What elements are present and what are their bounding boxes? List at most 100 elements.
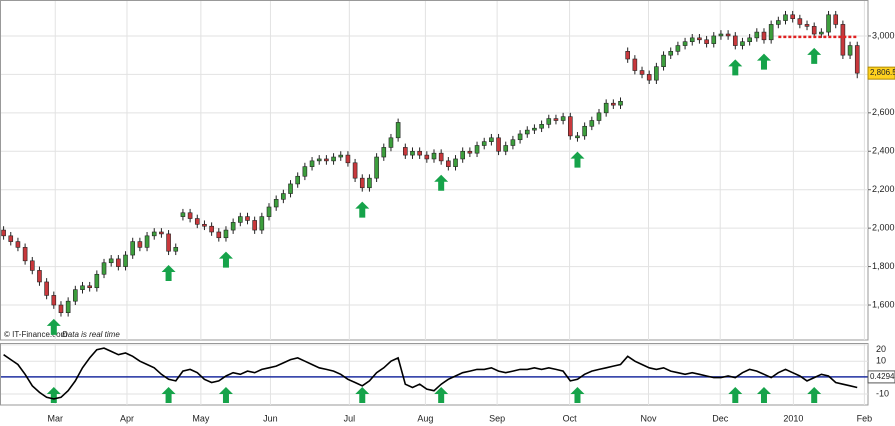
candle-body xyxy=(252,220,257,231)
x-tick-label: 2010 xyxy=(783,413,803,423)
candle-body xyxy=(532,127,537,131)
candle-body xyxy=(553,118,559,121)
candle-body xyxy=(546,118,552,125)
candle-body xyxy=(1,229,6,237)
watermark: © IT-Finance.com xyxy=(4,330,68,339)
y-tick-label: 20 xyxy=(876,344,886,354)
candle-body xyxy=(352,162,358,179)
candle-body xyxy=(180,212,186,217)
candle-body xyxy=(37,270,42,283)
candle-body xyxy=(661,54,666,67)
candle-body xyxy=(510,139,516,146)
candle-body xyxy=(281,193,286,200)
candle-body xyxy=(596,112,602,121)
candle-body xyxy=(65,300,71,314)
x-tick-label: Mar xyxy=(47,413,63,423)
candle-body xyxy=(438,152,444,162)
x-tick-label: Aug xyxy=(417,413,433,423)
candle-body xyxy=(618,100,623,106)
signal-arrow xyxy=(756,387,771,403)
signal-arrow xyxy=(807,47,822,64)
candle-body xyxy=(22,247,28,262)
candle-body xyxy=(223,229,229,239)
candle-body xyxy=(194,218,200,225)
signal-arrow xyxy=(46,318,61,335)
candle-body xyxy=(453,158,458,167)
candle-body xyxy=(847,45,853,56)
candle-body xyxy=(460,150,465,160)
candle-body xyxy=(732,35,738,46)
candle-body xyxy=(704,39,709,44)
y-tick-label: 1,600 xyxy=(872,299,895,309)
candle-body xyxy=(582,125,587,137)
candle-body xyxy=(159,231,164,235)
candle-body xyxy=(324,158,329,162)
signal-arrow xyxy=(807,387,822,403)
signal-arrow xyxy=(218,387,233,403)
candle-body xyxy=(173,247,179,252)
candle-body xyxy=(166,233,171,252)
candle-body xyxy=(725,33,731,37)
candle-body xyxy=(761,31,767,41)
candle-body xyxy=(489,137,494,142)
candle-body xyxy=(496,137,501,152)
candle-body xyxy=(338,154,344,158)
candle-body xyxy=(589,120,595,127)
candle-body xyxy=(804,24,810,27)
signal-arrow xyxy=(434,387,449,403)
candle-body xyxy=(187,212,193,219)
candle-body xyxy=(116,258,121,267)
candle-body xyxy=(639,70,645,75)
candle-body xyxy=(216,231,222,239)
x-tick-label: May xyxy=(192,413,210,423)
candle-body xyxy=(209,225,214,233)
y-tick-label: 2,400 xyxy=(872,146,895,156)
candle-body xyxy=(446,160,451,167)
reference-label: 0.4294 xyxy=(870,372,895,381)
candle-body xyxy=(811,26,817,35)
signal-arrow xyxy=(161,265,176,282)
candle-body xyxy=(754,31,760,39)
candle-body xyxy=(58,304,64,314)
candle-body xyxy=(740,41,745,46)
reference-box xyxy=(867,370,895,384)
candle-body xyxy=(345,154,351,164)
candle-body xyxy=(410,150,415,156)
candle-body xyxy=(697,37,702,41)
candle-body xyxy=(101,262,107,275)
candle-body xyxy=(331,156,336,162)
candle-body xyxy=(567,116,573,137)
x-tick-label: Apr xyxy=(120,413,134,423)
candle-body xyxy=(266,206,272,217)
candle-body xyxy=(273,199,279,208)
candle-body xyxy=(611,102,616,106)
y-tick-label: 2,200 xyxy=(872,184,895,194)
y-tick-label: 10 xyxy=(876,356,886,366)
x-tick-label: Nov xyxy=(640,413,657,423)
candle-body xyxy=(395,122,401,139)
note: Data is real time xyxy=(62,330,120,339)
signal-arrow xyxy=(218,251,233,268)
candle-body xyxy=(87,285,92,289)
candle-body xyxy=(654,66,659,81)
candle-body xyxy=(295,175,301,185)
candle-body xyxy=(388,137,394,148)
signal-arrow xyxy=(161,387,176,403)
candle-body xyxy=(833,14,839,25)
candle-body xyxy=(625,51,630,60)
candle-body xyxy=(768,24,774,41)
candle-body xyxy=(517,133,523,141)
candle-body xyxy=(431,152,437,160)
candle-body xyxy=(144,235,150,248)
x-tick-label: Oct xyxy=(563,413,578,423)
x-tick-label: Jul xyxy=(344,413,356,423)
candle-body xyxy=(632,58,638,71)
candle-body xyxy=(51,295,57,306)
candle-body xyxy=(151,231,157,237)
candle-body xyxy=(403,147,408,156)
candle-body xyxy=(539,124,544,129)
candle-body xyxy=(560,116,566,121)
candle-body xyxy=(108,258,114,264)
